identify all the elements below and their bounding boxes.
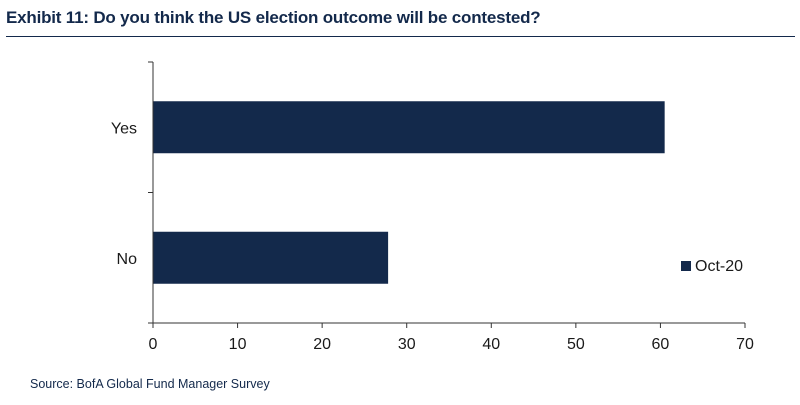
x-tick-label: 10 [229, 336, 247, 353]
source-note: Source: BofA Global Fund Manager Survey [30, 377, 270, 391]
x-tick-label: 50 [567, 336, 585, 353]
bar-no [153, 231, 389, 284]
bar-yes [153, 101, 665, 154]
x-tick-label: 70 [736, 336, 754, 353]
category-label: Yes [111, 120, 137, 137]
x-tick-label: 20 [313, 336, 331, 353]
x-tick-label: 0 [149, 336, 158, 353]
x-tick-label: 30 [398, 336, 416, 353]
x-tick-label: 60 [652, 336, 670, 353]
title-divider [6, 36, 795, 37]
legend-swatch [681, 261, 691, 271]
category-label: No [117, 251, 138, 268]
chart-title: Exhibit 11: Do you think the US election… [6, 8, 541, 27]
legend-label: Oct-20 [695, 258, 743, 275]
bar-chart: Yes No 0 10 20 30 40 50 60 70 Oct-20 [111, 61, 754, 353]
x-tick-label: 40 [482, 336, 500, 353]
